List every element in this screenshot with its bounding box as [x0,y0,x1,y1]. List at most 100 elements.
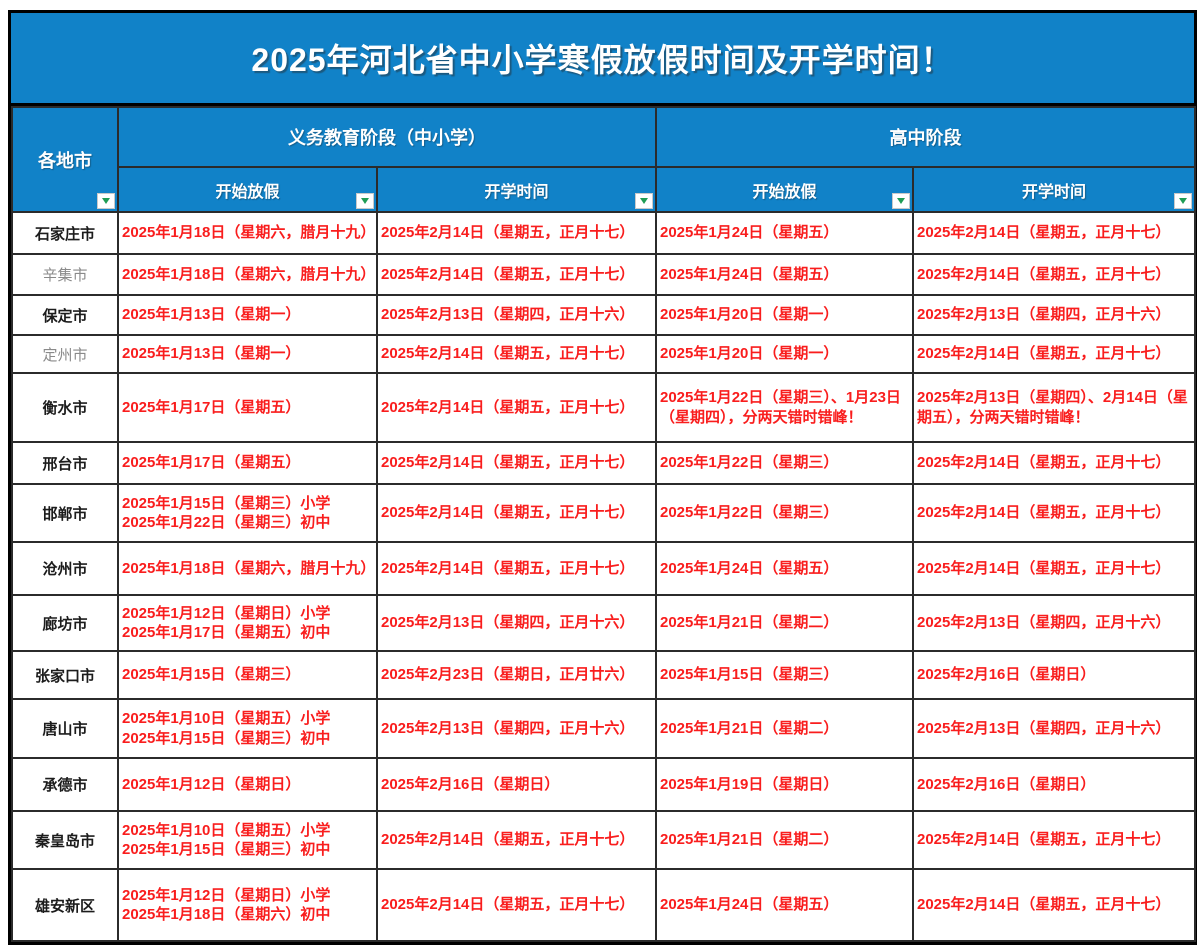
date-cell: 2025年1月24日（星期五） [655,868,914,942]
city-cell: 廊坊市 [11,594,119,652]
table-row: 石家庄市 2025年1月18日（星期六，腊月十九） 2025年2月14日（星期五，正… [11,211,1196,255]
table-row: 衡水市 2025年1月17日（星期五） 2025年2月14日（星期五，正月十七） 20… [11,372,1196,443]
holiday-schedule-sheet: 2025年河北省中小学寒假放假时间及开学时间！ 各地市 义务教育阶段（中小学） … [8,10,1197,945]
date-cell: 2025年1月24日（星期五） [655,253,914,296]
city-cell: 衡水市 [11,372,119,443]
date-cell: 2025年1月17日（星期五） [117,372,378,443]
date-cell: 2025年1月10日（星期五）小学 2025年1月15日（星期三）初中 [117,698,378,759]
filter-dropdown-button[interactable] [635,193,653,209]
date-cell: 2025年1月19日（星期日） [655,757,914,812]
column-header-vacation-start-compulsory: 开始放假 [117,166,378,213]
header-row-subcolumns: 开始放假 开学时间 开始放假 [12,166,1196,213]
city-cell: 定州市 [11,334,119,374]
date-cell: 2025年2月13日（星期四，正月十六） [912,698,1196,759]
filter-dropdown-button[interactable] [356,193,374,209]
page-title: 2025年河北省中小学寒假放假时间及开学时间！ [251,42,954,78]
header-row-groups: 各地市 义务教育阶段（中小学） 高中阶段 [11,106,1196,213]
city-cell: 秦皇岛市 [11,810,119,870]
date-cell: 2025年1月21日（星期二） [655,810,914,870]
date-cell: 2025年2月14日（星期五，正月十七） [912,868,1196,942]
date-cell: 2025年2月16日（星期日） [912,757,1196,812]
table-row: 廊坊市 2025年1月12日（星期日）小学 2025年1月17日（星期五）初中 20… [11,594,1196,652]
date-cell: 2025年1月20日（星期一） [655,294,914,336]
date-cell: 2025年2月14日（星期五，正月十七） [912,334,1196,374]
date-cell: 2025年2月14日（星期五，正月十七） [912,541,1196,596]
date-cell: 2025年1月10日（星期五）小学 2025年1月15日（星期三）初中 [117,810,378,870]
column-group-high-school: 高中阶段 [655,106,1196,168]
date-cell: 2025年2月16日（星期日） [912,650,1196,700]
date-cell: 2025年2月14日（星期五，正月十七） [376,810,657,870]
date-cell: 2025年2月14日（星期五，正月十七） [912,810,1196,870]
table-row: 辛集市 2025年1月18日（星期六，腊月十九） 2025年2月14日（星期五，正月… [11,253,1196,296]
chevron-down-icon [361,198,369,204]
city-cell: 雄安新区 [11,868,119,942]
city-cell: 沧州市 [11,541,119,596]
city-cell: 辛集市 [11,253,119,296]
column-header-label: 开始放假 [215,183,280,201]
date-cell: 2025年2月16日（星期日） [376,757,657,812]
chevron-down-icon [897,198,905,204]
date-cell: 2025年2月13日（星期四，正月十六） [912,594,1196,652]
date-cell: 2025年1月18日（星期六，腊月十九） [117,211,378,255]
date-cell: 2025年1月22日（星期三） [655,483,914,543]
table-row: 秦皇岛市 2025年1月10日（星期五）小学 2025年1月15日（星期三）初中 2… [11,810,1196,870]
column-header-label: 开学时间 [484,183,549,201]
column-header-label: 开学时间 [1021,183,1086,201]
date-cell: 2025年2月14日（星期五，正月十七） [912,253,1196,296]
date-cell: 2025年2月14日（星期五，正月十七） [376,211,657,255]
column-header-school-open-compulsory: 开学时间 [376,166,657,213]
date-cell: 2025年2月14日（星期五，正月十七） [912,441,1196,485]
date-cell: 2025年1月20日（星期一） [655,334,914,374]
date-cell: 2025年2月13日（星期四，正月十六） [376,698,657,759]
date-cell: 2025年1月18日（星期六，腊月十九） [117,541,378,596]
date-cell: 2025年2月13日（星期四，正月十六） [376,294,657,336]
date-cell: 2025年2月14日（星期五，正月十七） [376,334,657,374]
date-cell: 2025年1月18日（星期六，腊月十九） [117,253,378,296]
holiday-table: 各地市 义务教育阶段（中小学） 高中阶段 开始放假 [11,106,1196,942]
table-row: 保定市 2025年1月13日（星期一） 2025年2月13日（星期四，正月十六） 20… [11,294,1196,336]
date-cell: 2025年2月23日（星期日，正月廿六） [376,650,657,700]
filter-dropdown-button[interactable] [892,193,910,209]
chevron-down-icon [102,198,110,204]
table-row: 邯郸市 2025年1月15日（星期三）小学 2025年1月22日（星期三）初中 20… [11,483,1196,543]
chevron-down-icon [1179,198,1187,204]
table-row: 邢台市 2025年1月17日（星期五） 2025年2月14日（星期五，正月十七） 20… [11,441,1196,485]
column-group-label: 义务教育阶段（中小学） [288,128,486,148]
date-cell: 2025年1月22日（星期三）、1月23日（星期四），分两天错时错峰！ [655,372,914,443]
table-row: 承德市 2025年1月12日（星期日） 2025年2月16日（星期日） 2025年1月… [11,757,1196,812]
date-cell: 2025年1月12日（星期日） [117,757,378,812]
table-row: 沧州市 2025年1月18日（星期六，腊月十九） 2025年2月14日（星期五，正月… [11,541,1196,596]
date-cell: 2025年1月24日（星期五） [655,211,914,255]
date-cell: 2025年1月15日（星期三）小学 2025年1月22日（星期三）初中 [117,483,378,543]
date-cell: 2025年2月14日（星期五，正月十七） [376,372,657,443]
city-cell: 保定市 [11,294,119,336]
table-row: 唐山市 2025年1月10日（星期五）小学 2025年1月15日（星期三）初中 20… [11,698,1196,759]
date-cell: 2025年1月13日（星期一） [117,294,378,336]
city-cell: 承德市 [11,757,119,812]
date-cell: 2025年2月14日（星期五，正月十七） [912,483,1196,543]
column-header-school-open-highschool: 开学时间 [912,166,1196,213]
date-cell: 2025年1月13日（星期一） [117,334,378,374]
city-cell: 邯郸市 [11,483,119,543]
title-bar: 2025年河北省中小学寒假放假时间及开学时间！ [11,13,1194,106]
filter-dropdown-button[interactable] [1174,193,1192,209]
table-row: 定州市 2025年1月13日（星期一） 2025年2月14日（星期五，正月十七） 20… [11,334,1196,374]
date-cell: 2025年1月15日（星期三） [117,650,378,700]
column-group-compulsory-education: 义务教育阶段（中小学） [117,106,657,168]
table-body: 石家庄市 2025年1月18日（星期六，腊月十九） 2025年2月14日（星期五，正… [11,211,1196,942]
column-header-region-label: 各地市 [38,150,92,171]
date-cell: 2025年1月12日（星期日）小学 2025年1月18日（星期六）初中 [117,868,378,942]
date-cell: 2025年2月14日（星期五，正月十七） [376,253,657,296]
table-row: 张家口市 2025年1月15日（星期三） 2025年2月23日（星期日，正月廿六） 2… [11,650,1196,700]
date-cell: 2025年2月13日（星期四，正月十六） [912,294,1196,336]
table-row: 雄安新区 2025年1月12日（星期日）小学 2025年1月18日（星期六）初中 2… [11,868,1196,942]
date-cell: 2025年2月14日（星期五，正月十七） [376,868,657,942]
date-cell: 2025年2月13日（星期四，正月十六） [376,594,657,652]
filter-dropdown-button[interactable] [97,193,115,209]
chevron-down-icon [640,198,648,204]
city-cell: 唐山市 [11,698,119,759]
date-cell: 2025年1月21日（星期二） [655,594,914,652]
column-header-label: 开始放假 [752,183,817,201]
date-cell: 2025年1月15日（星期三） [655,650,914,700]
column-header-vacation-start-highschool: 开始放假 [655,166,914,213]
